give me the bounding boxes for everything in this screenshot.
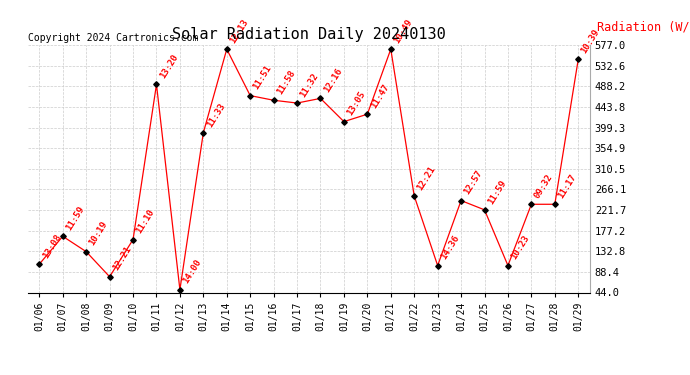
Text: 10:23: 10:23	[509, 234, 531, 261]
Text: 11:33: 11:33	[205, 101, 226, 129]
Text: 11:51: 11:51	[252, 64, 273, 92]
Text: 09:32: 09:32	[533, 172, 555, 200]
Text: 12:21: 12:21	[415, 164, 437, 192]
Text: 12:57: 12:57	[462, 169, 484, 196]
Text: 13:20: 13:20	[158, 53, 179, 80]
Text: Copyright 2024 Cartronics.com: Copyright 2024 Cartronics.com	[28, 33, 198, 42]
Text: 13:05: 13:05	[345, 90, 367, 117]
Text: 11:10: 11:10	[135, 208, 157, 236]
Text: 12:16: 12:16	[322, 67, 344, 94]
Text: 10:39: 10:39	[580, 28, 602, 55]
Title: Solar Radiation Daily 20240130: Solar Radiation Daily 20240130	[172, 27, 446, 42]
Text: 10:49: 10:49	[392, 18, 414, 45]
Text: Radiation (W/m²): Radiation (W/m²)	[597, 21, 690, 34]
Text: 14:00: 14:00	[181, 258, 203, 285]
Text: 12:21: 12:21	[111, 245, 133, 273]
Text: 11:58: 11:58	[275, 69, 297, 96]
Text: 11:47: 11:47	[368, 82, 391, 110]
Text: 11:32: 11:32	[299, 71, 320, 99]
Text: 14:36: 14:36	[439, 234, 461, 261]
Text: 11:17: 11:17	[556, 172, 578, 200]
Text: 10:19: 10:19	[88, 220, 110, 248]
Text: 12:13: 12:13	[228, 18, 250, 45]
Text: 11:59: 11:59	[64, 205, 86, 232]
Text: 11:59: 11:59	[486, 178, 508, 206]
Text: 13:08: 13:08	[41, 232, 63, 260]
